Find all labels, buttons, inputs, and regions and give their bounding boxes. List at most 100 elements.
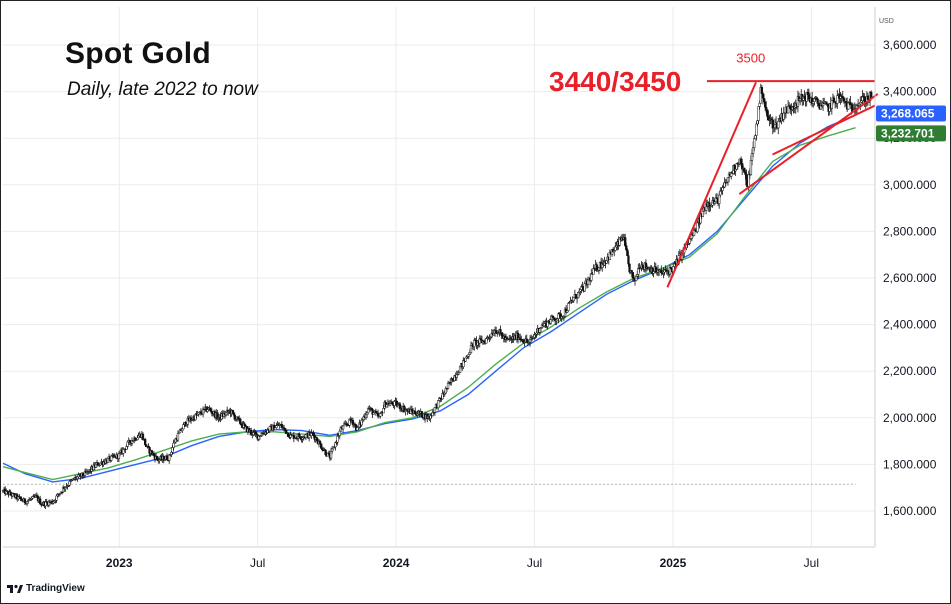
candle-body	[385, 404, 388, 408]
candle-body	[117, 453, 121, 459]
candle-body	[464, 357, 467, 362]
price-tags: 3,268.065 3,232.701	[876, 105, 946, 142]
candle-body	[549, 319, 552, 324]
candle-body	[756, 120, 759, 125]
candle-body	[468, 352, 472, 355]
gridlines	[3, 7, 875, 547]
moving-averages	[2, 114, 856, 483]
candle-body	[749, 160, 753, 175]
candle-body	[275, 425, 278, 429]
candle-body	[171, 447, 174, 453]
y-tick-label: 2,600.000	[883, 271, 937, 285]
candle-body	[654, 266, 657, 273]
candle-body	[250, 430, 253, 435]
candle-body	[99, 462, 102, 466]
candle-body	[747, 173, 750, 187]
candle-body	[410, 409, 414, 412]
candle-body	[81, 472, 84, 476]
candle-body	[25, 501, 29, 505]
candle-body	[280, 424, 283, 429]
candle-body	[842, 97, 846, 102]
candle-body	[365, 412, 369, 416]
candle-body	[499, 329, 502, 334]
candle-body	[753, 138, 756, 148]
candle-body	[859, 101, 862, 105]
candle-body	[538, 328, 542, 333]
y-tick-label: 3,400.000	[883, 85, 937, 99]
currency-label: USD	[879, 18, 894, 25]
candle-body	[803, 95, 806, 99]
candle-body	[485, 338, 488, 344]
candle-body	[627, 255, 630, 265]
candle-body	[760, 87, 764, 94]
candle-body	[165, 455, 169, 461]
candle-body	[338, 430, 341, 436]
candle-body	[243, 423, 246, 427]
candle-body	[141, 433, 145, 440]
candle-body	[106, 458, 110, 463]
candle-body	[525, 338, 528, 343]
x-tick-label: 2024	[383, 556, 410, 570]
candle-body	[156, 456, 159, 460]
candle-body	[777, 120, 780, 129]
candle-body	[55, 495, 58, 501]
candle-body	[458, 366, 462, 373]
candle-body	[866, 96, 870, 100]
candle-body	[446, 383, 450, 389]
candle-body	[330, 448, 334, 452]
y-tick-label: 3,000.000	[883, 178, 937, 192]
candle-body	[836, 95, 839, 104]
candle-body	[181, 428, 184, 431]
candle-body	[812, 101, 815, 104]
candle-body	[433, 407, 437, 413]
candle-body	[110, 455, 113, 461]
candle-body	[469, 345, 473, 354]
candle-body	[634, 275, 638, 282]
y-tick-label: 1,800.000	[883, 457, 937, 471]
candle-body	[830, 100, 833, 109]
candle-body	[233, 414, 236, 420]
candle-body	[754, 135, 757, 139]
tradingview-branding[interactable]: TradingView	[7, 583, 85, 594]
candle-body	[850, 104, 853, 110]
candle-body	[641, 264, 644, 269]
tradingview-text: TradingView	[26, 583, 85, 594]
candle-body	[734, 168, 737, 172]
candle-body	[743, 167, 746, 173]
candle-body	[232, 412, 235, 416]
candle-body	[206, 409, 209, 412]
candle-body	[750, 153, 754, 161]
candle-body	[762, 97, 766, 103]
candle-body	[825, 101, 828, 105]
candle-body	[543, 323, 546, 327]
candle-body	[437, 400, 440, 409]
candle-body	[832, 97, 836, 103]
y-tick-label: 3,600.000	[883, 38, 937, 52]
candle-body	[176, 433, 180, 441]
candle-body	[500, 332, 503, 336]
candlesticks[interactable]	[1, 83, 873, 510]
candle-body	[577, 292, 580, 299]
candle-body	[239, 418, 242, 425]
candle-body	[745, 174, 748, 186]
y-tick-label: 2,200.000	[883, 364, 937, 378]
candle-body	[125, 446, 128, 450]
candle-body	[660, 269, 663, 274]
candle-body	[329, 450, 333, 459]
candle-body	[23, 498, 27, 504]
candle-body	[136, 437, 139, 440]
y-tick-label: 2,800.000	[883, 224, 937, 238]
candle-body	[624, 237, 627, 246]
x-tick-label: 2025	[660, 556, 687, 570]
candle-body	[324, 449, 327, 455]
peak-label: 3500	[736, 50, 765, 65]
candle-body	[168, 454, 171, 461]
candle-body	[126, 441, 129, 447]
candle-body	[744, 172, 747, 175]
price-tag-blue-text: 3,268.065	[881, 106, 935, 120]
candle-body	[76, 476, 79, 479]
x-tick-label: Jul	[804, 556, 819, 570]
x-tick-label: Jul	[527, 556, 542, 570]
candle-body	[376, 412, 380, 417]
